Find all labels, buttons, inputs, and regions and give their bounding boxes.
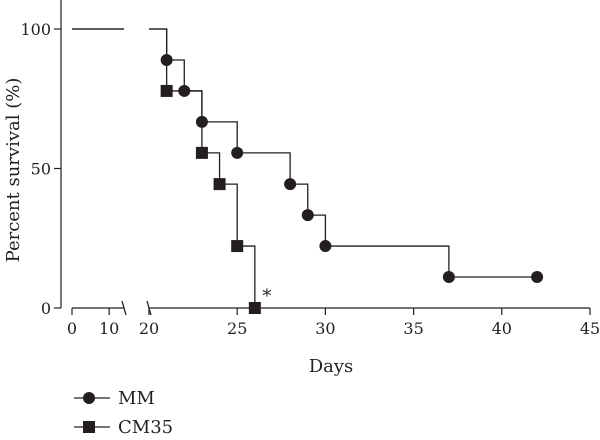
y-tick-label: 50 [31, 160, 51, 179]
data-point-mm [231, 146, 244, 159]
legend-entry-cm35: CM35 [74, 417, 173, 438]
x-tick-label: 10 [99, 319, 119, 338]
data-point-cm35 [231, 240, 244, 253]
y-tick-label: 0 [41, 299, 51, 318]
x-tick-label: 20 [139, 319, 159, 338]
significance-annotation: * [262, 286, 271, 307]
x-tick-label: 40 [492, 319, 512, 338]
survival-line-mm [72, 28, 538, 278]
x-tick-label: 25 [227, 319, 247, 338]
survival-line-cm35 [72, 28, 256, 308]
data-point-mm [531, 271, 544, 284]
y-axis-title: Percent survival (%) [3, 78, 24, 263]
data-point-cm35 [213, 178, 226, 191]
series-mm [72, 28, 544, 284]
x-tick-label: 35 [403, 319, 423, 338]
data-point-mm [284, 178, 297, 191]
series-cm35 [72, 28, 261, 314]
legend: MM CM35 [74, 388, 173, 438]
axis-break-mark [121, 300, 127, 316]
legend-marker-mm [83, 392, 95, 404]
data-point-mm [442, 271, 455, 284]
data-point-mm [301, 209, 314, 222]
y-tick-label: 100 [20, 20, 51, 39]
x-tick-label: 30 [315, 319, 335, 338]
x-axis-title: Days [309, 356, 354, 377]
data-point-cm35 [160, 84, 173, 97]
data-point-cm35 [248, 302, 261, 314]
plot-area: * [72, 28, 544, 314]
legend-marker-cm35 [83, 421, 95, 433]
x-tick-label: 0 [67, 319, 77, 338]
data-point-mm [319, 240, 332, 253]
data-point-cm35 [195, 146, 208, 159]
legend-entry-mm: MM [74, 388, 155, 409]
legend-label-cm35: CM35 [118, 417, 173, 438]
legend-label-mm: MM [118, 388, 155, 409]
x-tick-label: 45 [580, 319, 600, 338]
axes: 0 50 100 0 10 20 25 30 35 40 45 [20, 0, 600, 338]
